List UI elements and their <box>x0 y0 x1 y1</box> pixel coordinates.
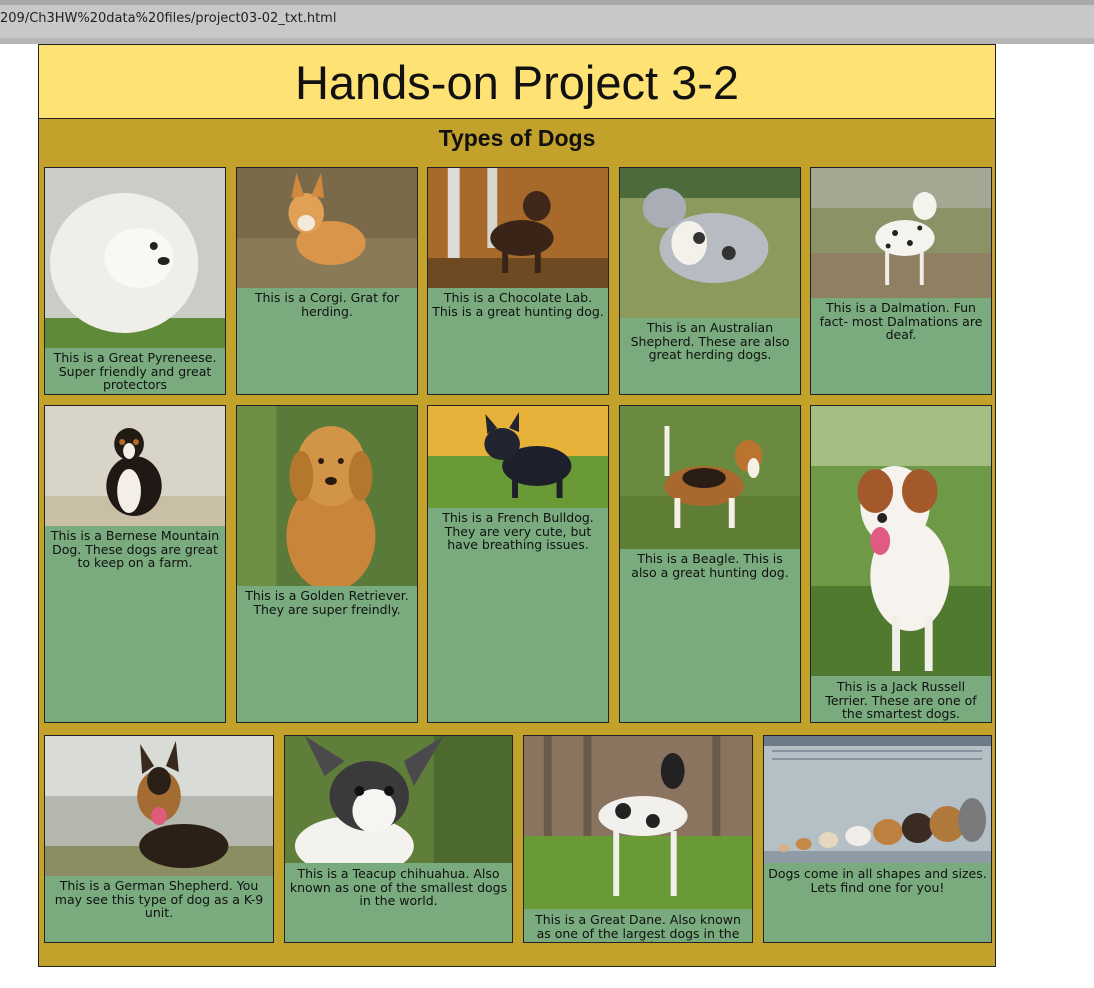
card-caption: This is a Corgi. Grat for herding. <box>254 290 400 319</box>
card-caption: This is a Bernese Mountain Dog. These do… <box>50 528 220 570</box>
dog-card-great-dane: This is a Great Dane. Also known as one … <box>523 735 753 943</box>
australian-shepherd-image <box>620 168 800 318</box>
jack-russell-terrier-image <box>811 406 991 676</box>
dog-card-beagle: This is a Beagle. This is also a great h… <box>619 405 801 723</box>
dog-sizes-chart-image <box>764 736 991 863</box>
card-caption: This is a Beagle. This is also a great h… <box>631 551 789 580</box>
url-text[interactable]: 209/Ch3HW%20data%20files/project03-02_tx… <box>0 11 337 26</box>
french-bulldog-image <box>428 406 608 508</box>
address-bar[interactable]: 209/Ch3HW%20data%20files/project03-02_tx… <box>0 0 1094 44</box>
dog-card-dog-sizes: Dogs come in all shapes and sizes. Lets … <box>763 735 992 943</box>
dog-card-bernese-mountain-dog: This is a Bernese Mountain Dog. These do… <box>44 405 226 723</box>
card-caption: This is a German Shepherd. You may see t… <box>54 878 264 920</box>
chocolate-lab-image <box>428 168 608 288</box>
card-caption: This is a Jack Russell Terrier. These ar… <box>825 679 977 721</box>
beagle-image <box>620 406 800 549</box>
card-caption: This is a Great Pyreneese. Super friendl… <box>53 350 217 392</box>
card-caption: This is a Dalmation. Fun fact- most Dalm… <box>819 300 983 342</box>
card-caption: This is a French Bulldog. They are very … <box>442 510 594 552</box>
card-caption: This is a Golden Retriever. They are sup… <box>245 588 409 617</box>
dog-card-chocolate-lab: This is a Chocolate Lab. This is a great… <box>427 167 609 395</box>
dog-card-australian-shepherd: This is an Australian Shepherd. These ar… <box>619 167 801 395</box>
dog-card-teacup-chihuahua: This is a Teacup chihuahua. Also known a… <box>284 735 513 943</box>
dog-card-german-shepherd: This is a German Shepherd. You may see t… <box>44 735 274 943</box>
dog-card-corgi: This is a Corgi. Grat for herding. <box>236 167 418 395</box>
great-pyrenees-image <box>45 168 225 348</box>
card-caption: This is an Australian Shepherd. These ar… <box>630 320 790 362</box>
dog-card-french-bulldog: This is a French Bulldog. They are very … <box>427 405 609 723</box>
great-dane-image <box>524 736 752 909</box>
dog-card-golden-retriever: This is a Golden Retriever. They are sup… <box>236 405 418 723</box>
golden-retriever-image <box>237 406 417 586</box>
browser-top-strip <box>0 0 1094 5</box>
dog-card-jack-russell-terrier: This is a Jack Russell Terrier. These ar… <box>810 405 992 723</box>
card-caption: This is a Great Dane. Also known as one … <box>535 912 741 942</box>
page-title: Hands-on Project 3-2 <box>294 56 740 109</box>
card-caption: This is a Chocolate Lab. This is a great… <box>432 290 604 319</box>
page-header: Hands-on Project 3-2 <box>39 45 995 119</box>
german-shepherd-image <box>45 736 273 876</box>
dog-card-great-pyrenees: This is a Great Pyreneese. Super friendl… <box>44 167 226 395</box>
card-caption: Dogs come in all shapes and sizes. Lets … <box>768 866 987 895</box>
page-container: Hands-on Project 3-2 Types of Dogs This … <box>38 44 996 967</box>
section-title: Types of Dogs <box>438 125 596 151</box>
teacup-chihuahua-image <box>285 736 512 863</box>
corgi-image <box>237 168 417 288</box>
bernese-mountain-dog-image <box>45 406 225 526</box>
browser-divider <box>0 38 1094 44</box>
dalmation-image <box>811 168 991 298</box>
card-caption: This is a Teacup chihuahua. Also known a… <box>289 866 508 908</box>
dog-card-dalmation: This is a Dalmation. Fun fact- most Dalm… <box>810 167 992 395</box>
